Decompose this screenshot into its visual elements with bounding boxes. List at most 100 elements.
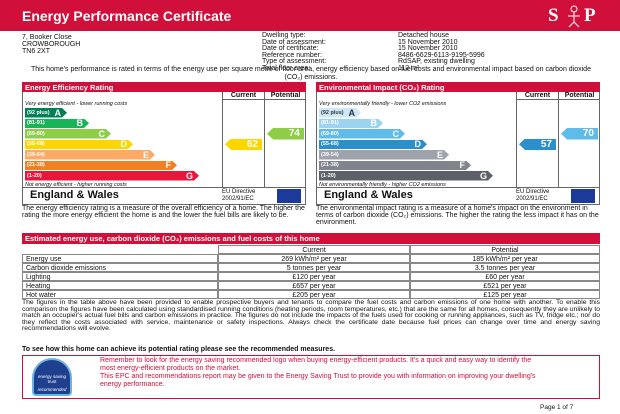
band-letter: B <box>370 118 377 128</box>
region: England & Wales <box>324 189 413 201</box>
detail-label: Type of assessment: <box>262 58 327 65</box>
table-cell: 185 kWh/m² per year <box>410 254 600 263</box>
note: To see how this home can achieve its pot… <box>22 346 336 353</box>
rating-band: (55-68) D <box>319 140 427 150</box>
band-letter: E <box>142 149 149 160</box>
detail-label: Reference number: <box>262 51 322 59</box>
table-cell: £521 per year <box>410 281 600 290</box>
rating-band: (69-80) C <box>25 129 111 139</box>
eu-flag <box>277 189 301 203</box>
column-line <box>264 100 265 187</box>
table-cell: Heating <box>22 281 218 290</box>
header-bar <box>0 0 620 31</box>
table-header-cell: Current <box>218 245 410 254</box>
table-cell: 269 kWh/m² per year <box>218 254 410 263</box>
table-cell: £657 per year <box>218 281 410 290</box>
rating-band: (21-38) F <box>25 161 177 171</box>
rating-band: (1-20) G <box>25 171 199 181</box>
band-range: (69-80) <box>321 130 339 137</box>
table-cell: 5 tonnes per year <box>218 263 410 272</box>
detail-value: 8486-6629-6113-9195-5996 <box>398 51 485 59</box>
band-letter: F <box>165 160 171 170</box>
table-cell: £60 per year <box>410 272 600 281</box>
band-range: (21-38) <box>321 162 339 168</box>
band-letter: E <box>436 149 443 160</box>
column-header: Current <box>516 92 558 100</box>
description: The environmental impact rating is a mea… <box>316 205 599 226</box>
rating-band: (55-68) D <box>25 140 133 150</box>
intro: This home's performance is rated in term… <box>31 66 591 81</box>
rating-band: (69-80) C <box>319 129 405 139</box>
table-cell: £125 per year <box>410 290 600 299</box>
rating-band: (92 plus) A <box>25 108 67 118</box>
band-range: (39-54) <box>321 151 339 158</box>
rating-band: (81-91) B <box>25 119 89 129</box>
eu-flag <box>571 189 595 203</box>
rating-value: 57 <box>540 138 552 150</box>
address-line: 7, Booker Close <box>22 34 72 41</box>
band-letter: B <box>76 118 83 128</box>
logo-letter: P <box>584 5 596 26</box>
table-cell: Energy use <box>22 254 218 263</box>
rating-value: 62 <box>246 138 258 150</box>
band-letter: G <box>479 170 487 181</box>
band-letter: D <box>120 139 127 149</box>
column-line <box>516 100 517 187</box>
panel-title: Energy Efficiency Rating <box>22 82 306 92</box>
rating-value: 74 <box>288 128 300 139</box>
top-note: Very environmentally friendly - lower CO… <box>319 101 447 107</box>
band-letter: F <box>459 160 465 170</box>
directive: EU Directive <box>222 189 256 195</box>
detail-value: 112 m² <box>398 64 420 72</box>
column-header: Potential <box>264 92 306 100</box>
logo-text: energy saving trust <box>37 374 67 384</box>
directive: EU Directive <box>516 189 550 195</box>
title: Energy Performance Certificate <box>22 8 232 24</box>
logo-text: recommended <box>37 387 67 392</box>
table-header-cell: Potential <box>410 245 600 254</box>
band-letter: C <box>392 128 399 139</box>
address-line: TN6 2XT <box>22 48 51 55</box>
band-range: (69-80) <box>27 130 45 137</box>
rating-arrow: 70 <box>561 128 598 140</box>
band-range: (81-91) <box>321 120 339 126</box>
address-line: CROWBOROUGH <box>22 41 81 48</box>
table-title: Estimated energy use, carbon dioxide (CO… <box>22 233 600 244</box>
table-cell: £205 per year <box>218 290 410 299</box>
band-range: (1-20) <box>27 172 42 179</box>
logo-letter: S <box>548 5 559 26</box>
rating-arrow: 74 <box>267 128 304 140</box>
band-letter: A <box>348 107 355 118</box>
band-range: (1-20) <box>321 172 336 179</box>
band-range: (39-54) <box>27 151 45 158</box>
detail-value: 15 November 2010 <box>398 38 458 46</box>
footer-text: This EPC and recommendations report may … <box>100 373 536 388</box>
rating-band: (92 plus) A <box>319 108 361 118</box>
detail-label: Date of certificate: <box>262 45 319 52</box>
rating-band: (39-54) E <box>319 150 449 160</box>
detail-value: Detached house <box>398 32 449 39</box>
logo: S P <box>546 4 602 28</box>
column-header: Current <box>222 92 264 100</box>
rating-arrow: 62 <box>225 138 262 150</box>
logo-figure <box>568 5 580 28</box>
rating-band: (39-54) E <box>25 150 155 160</box>
panel-title: Environmental Impact (CO₂) Rating <box>316 82 600 92</box>
band-letter: C <box>98 128 105 139</box>
directive: 2002/91/EC <box>222 195 254 202</box>
band-letter: G <box>185 170 193 181</box>
detail-label: Total floor area: <box>262 64 311 72</box>
band-range: (55-68) <box>27 141 45 147</box>
rating-value: 70 <box>582 128 594 139</box>
footer-text: Remember to look for the energy saving r… <box>100 357 532 372</box>
band-letter: D <box>414 139 421 149</box>
note: The figures in the table above have been… <box>22 299 600 333</box>
description: The energy efficiency rating is a measur… <box>22 205 305 219</box>
rating-arrow: 57 <box>519 138 556 150</box>
column-line <box>222 100 223 187</box>
detail-value: RdSAP, existing dwelling <box>398 58 475 65</box>
band-range: (21-38) <box>27 162 45 168</box>
detail-label: Date of assessment: <box>262 38 326 46</box>
footer-box <box>22 355 600 399</box>
